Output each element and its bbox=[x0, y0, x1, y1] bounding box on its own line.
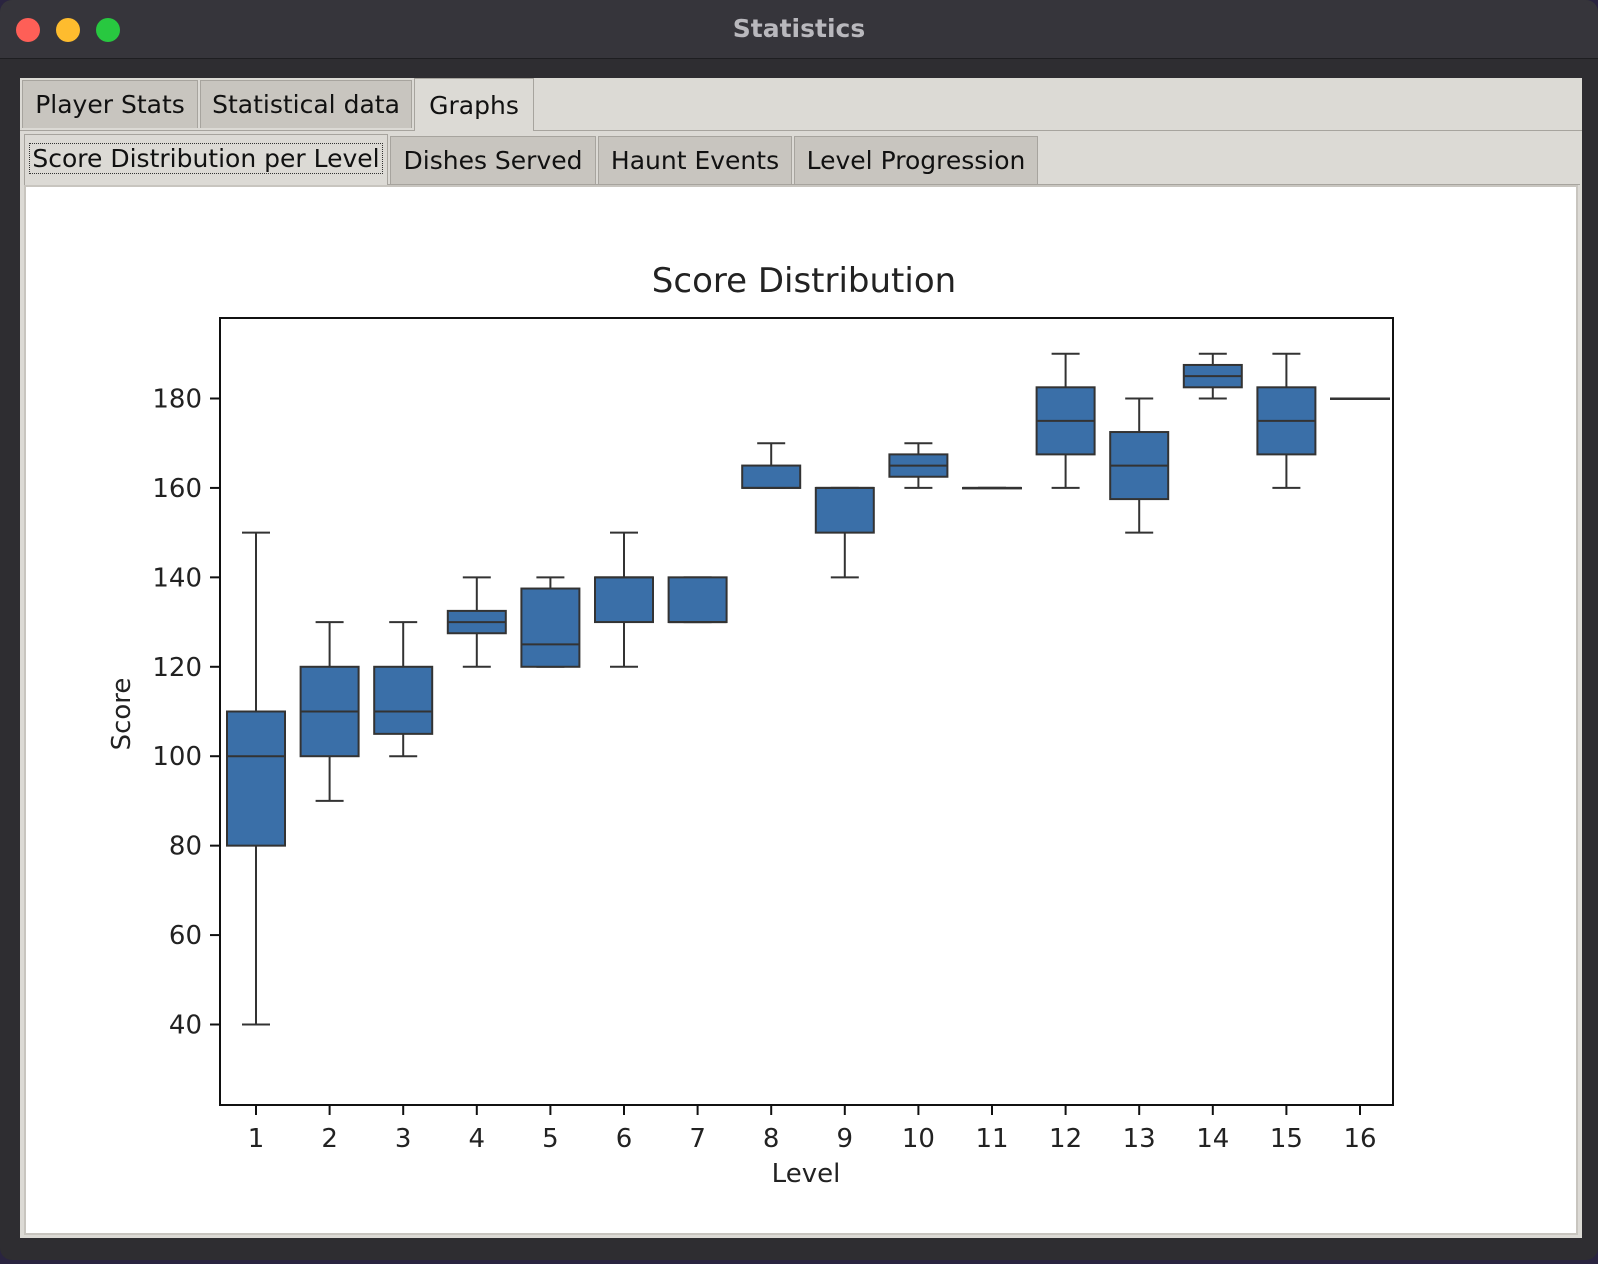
graph-tab-bar: Score Distribution per Level Dishes Serv… bbox=[24, 134, 1580, 185]
x-tick-label: 6 bbox=[616, 1124, 633, 1154]
tab-player-stats[interactable]: Player Stats bbox=[22, 80, 198, 128]
box-level-15 bbox=[1256, 352, 1317, 489]
iqr-box bbox=[373, 665, 434, 735]
box-level-16 bbox=[1330, 397, 1390, 400]
tab-label: Graphs bbox=[429, 91, 519, 120]
box-level-11 bbox=[962, 486, 1022, 490]
subtab-label: Dishes Served bbox=[403, 146, 583, 175]
box-level-10 bbox=[888, 442, 949, 489]
iqr-box bbox=[741, 464, 802, 489]
box-level-1 bbox=[226, 531, 286, 1026]
window-title: Statistics bbox=[732, 14, 866, 43]
tab-graphs[interactable]: Graphs bbox=[414, 78, 534, 131]
box-level-12 bbox=[1035, 352, 1096, 489]
iqr-box bbox=[814, 486, 875, 534]
y-tick-label: 40 bbox=[169, 1011, 202, 1041]
subtab-dishes-served[interactable]: Dishes Served bbox=[390, 136, 596, 184]
x-tick-label: 10 bbox=[902, 1124, 935, 1154]
zoom-window-button[interactable] bbox=[96, 18, 120, 42]
box-series bbox=[226, 352, 1390, 1026]
subtab-label: Score Distribution per Level bbox=[29, 143, 383, 174]
x-tick-label: 12 bbox=[1049, 1124, 1082, 1154]
subtab-label: Level Progression bbox=[806, 146, 1026, 175]
y-tick-label: 60 bbox=[169, 921, 202, 951]
y-tick-label: 180 bbox=[152, 384, 202, 414]
tab-label: Player Stats bbox=[35, 90, 185, 119]
subtab-label: Haunt Events bbox=[610, 146, 780, 175]
x-tick-label: 8 bbox=[763, 1124, 780, 1154]
title-bar: Statistics bbox=[0, 0, 1598, 59]
box-level-8 bbox=[741, 442, 802, 489]
x-axis: 1 2 3 4 5 6 7 8 9 10 11 12 13 14 15 16 bbox=[248, 1105, 1377, 1154]
y-axis-label: Score bbox=[107, 678, 137, 751]
x-axis-label: Level bbox=[772, 1159, 841, 1189]
x-tick-label: 14 bbox=[1196, 1124, 1229, 1154]
main-tab-bar: Player Stats Statistical data Graphs bbox=[20, 78, 1582, 131]
graph-panel: Score Distribution 40 60 80 100 120 140 160 180… bbox=[24, 185, 1578, 1235]
close-window-button[interactable] bbox=[16, 18, 40, 42]
x-tick-label: 4 bbox=[469, 1124, 486, 1154]
iqr-box bbox=[594, 576, 654, 624]
box-level-5 bbox=[520, 576, 581, 668]
box-level-3 bbox=[373, 621, 434, 758]
y-tick-label: 120 bbox=[152, 653, 202, 683]
box-level-9 bbox=[814, 486, 875, 579]
x-tick-label: 15 bbox=[1270, 1124, 1303, 1154]
box-level-6 bbox=[594, 531, 654, 668]
y-tick-label: 100 bbox=[152, 742, 202, 772]
box-level-4 bbox=[446, 576, 507, 668]
chart-title: Score Distribution bbox=[652, 261, 956, 301]
iqr-box bbox=[520, 587, 581, 668]
box-level-14 bbox=[1182, 352, 1243, 400]
x-tick-label: 13 bbox=[1123, 1124, 1156, 1154]
y-axis: 40 60 80 100 120 140 160 180 bbox=[152, 384, 220, 1041]
subtab-haunt-events[interactable]: Haunt Events bbox=[598, 136, 792, 184]
x-tick-label: 7 bbox=[689, 1124, 706, 1154]
tab-label: Statistical data bbox=[212, 90, 400, 119]
subtab-level-progression[interactable]: Level Progression bbox=[794, 136, 1038, 184]
tab-statistical-data[interactable]: Statistical data bbox=[200, 80, 412, 128]
x-tick-label: 1 bbox=[248, 1124, 265, 1154]
score-distribution-chart: Score Distribution 40 60 80 100 120 140 160 180… bbox=[107, 261, 1394, 1189]
x-tick-label: 16 bbox=[1343, 1124, 1376, 1154]
box-level-13 bbox=[1109, 397, 1170, 534]
iqr-box bbox=[667, 576, 728, 624]
y-tick-label: 140 bbox=[152, 563, 202, 593]
box-level-2 bbox=[299, 621, 360, 802]
box-level-7 bbox=[667, 576, 728, 624]
y-tick-label: 160 bbox=[152, 474, 202, 504]
minimize-window-button[interactable] bbox=[56, 18, 80, 42]
y-tick-label: 80 bbox=[169, 832, 202, 862]
x-tick-label: 9 bbox=[837, 1124, 854, 1154]
x-tick-label: 11 bbox=[975, 1124, 1008, 1154]
x-tick-label: 3 bbox=[395, 1124, 412, 1154]
x-tick-label: 2 bbox=[321, 1124, 338, 1154]
subtab-score-distribution[interactable]: Score Distribution per Level bbox=[24, 134, 388, 185]
iqr-box bbox=[226, 710, 286, 847]
x-tick-label: 5 bbox=[542, 1124, 559, 1154]
main-content: Player Stats Statistical data Graphs Sco… bbox=[20, 78, 1582, 1238]
plot-area bbox=[219, 317, 1394, 1106]
